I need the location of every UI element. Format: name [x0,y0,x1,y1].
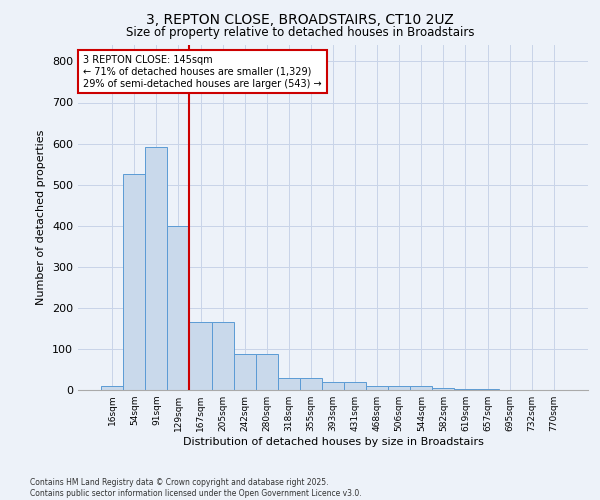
Bar [388,386,410,390]
Bar [123,174,145,390]
Bar [410,386,433,390]
Bar [145,147,167,390]
Bar [233,354,256,390]
Text: 3, REPTON CLOSE, BROADSTAIRS, CT10 2UZ: 3, REPTON CLOSE, BROADSTAIRS, CT10 2UZ [146,12,454,26]
Bar [278,378,300,390]
Bar [454,389,476,390]
Bar [433,388,454,390]
Bar [300,378,322,390]
Text: Contains HM Land Registry data © Crown copyright and database right 2025.
Contai: Contains HM Land Registry data © Crown c… [30,478,362,498]
X-axis label: Distribution of detached houses by size in Broadstairs: Distribution of detached houses by size … [182,437,484,447]
Bar [212,322,233,390]
Bar [101,386,123,390]
Text: Size of property relative to detached houses in Broadstairs: Size of property relative to detached ho… [126,26,474,39]
Bar [366,386,388,390]
Bar [344,382,366,390]
Bar [476,389,499,390]
Bar [190,322,212,390]
Bar [322,382,344,390]
Bar [256,354,278,390]
Bar [167,226,190,390]
Y-axis label: Number of detached properties: Number of detached properties [37,130,46,305]
Text: 3 REPTON CLOSE: 145sqm
← 71% of detached houses are smaller (1,329)
29% of semi-: 3 REPTON CLOSE: 145sqm ← 71% of detached… [83,56,322,88]
